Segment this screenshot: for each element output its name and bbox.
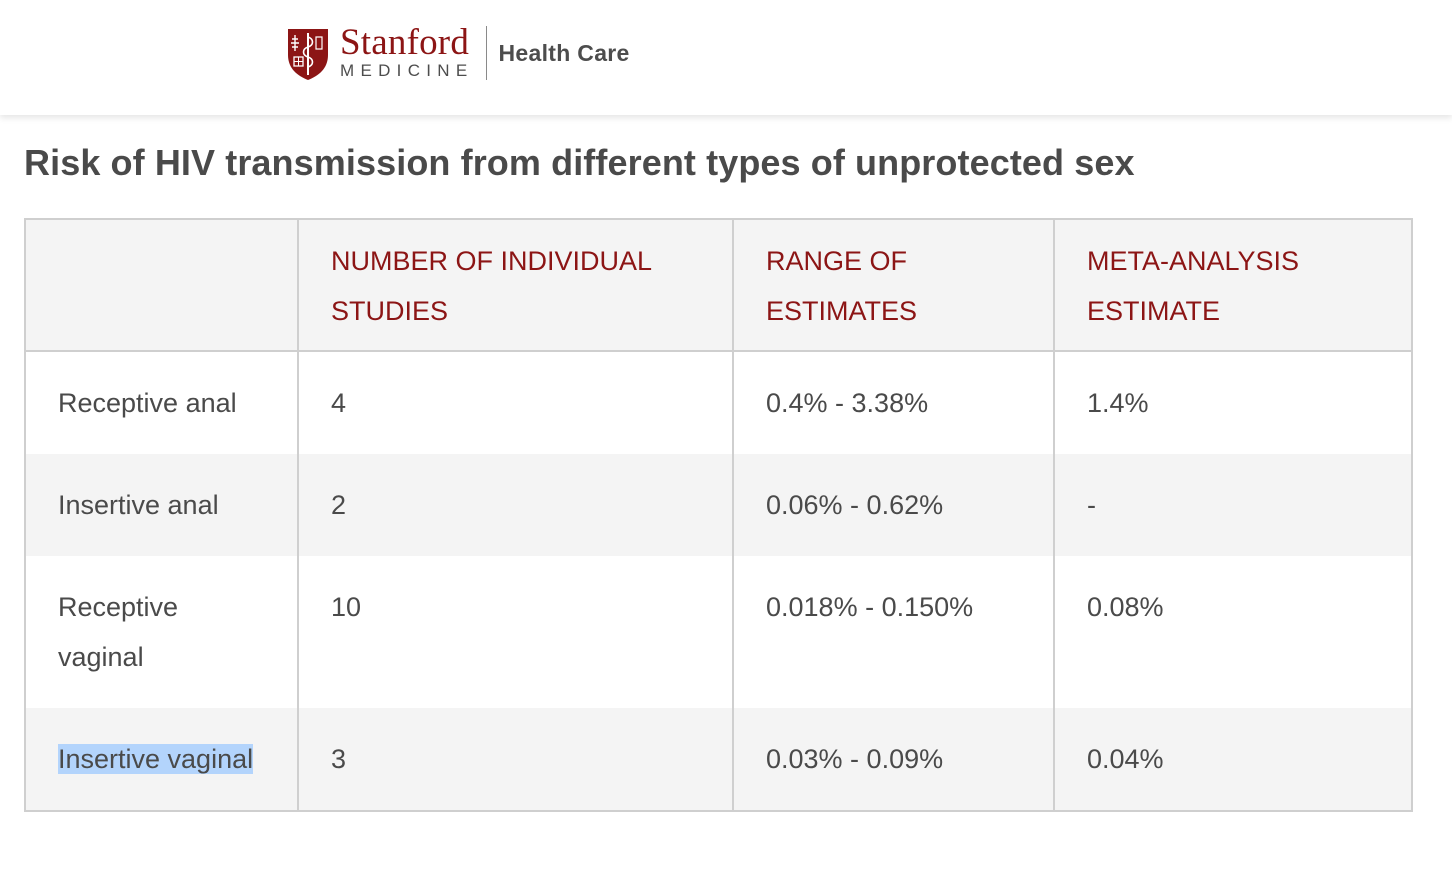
logo-divider <box>485 26 487 80</box>
table-row: Insertive anal 2 0.06% - 0.62% - <box>24 454 1413 556</box>
range-cell: 0.018% - 0.150% <box>732 556 1055 708</box>
row-type-cell: Receptive vaginal <box>24 556 299 708</box>
table-row: Receptive anal 4 0.4% - 3.38% 1.4% <box>24 351 1413 454</box>
brand-medicine: MEDICINE <box>340 61 474 80</box>
header-number-of-studies: NUMBER OF INDIVIDUAL STUDIES <box>297 219 734 352</box>
page-title: Risk of HIV transmission from different … <box>24 142 1135 183</box>
stanford-medicine-logo[interactable]: Stanford MEDICINE Health Care <box>286 24 630 82</box>
studies-cell: 3 <box>297 708 734 811</box>
meta-cell: 0.04% <box>1053 708 1413 811</box>
meta-cell: 0.08% <box>1053 556 1413 708</box>
range-cell: 0.4% - 3.38% <box>732 351 1055 454</box>
wordmark: Stanford MEDICINE <box>340 22 474 81</box>
studies-cell: 4 <box>297 351 734 454</box>
meta-cell: 1.4% <box>1053 351 1413 454</box>
range-cell: 0.06% - 0.62% <box>732 454 1055 556</box>
table-row: Receptive vaginal 10 0.018% - 0.150% 0.0… <box>24 556 1413 708</box>
header-meta-analysis-estimate: META-ANALYSIS ESTIMATE <box>1053 219 1413 352</box>
meta-cell: - <box>1053 454 1413 556</box>
studies-cell: 2 <box>297 454 734 556</box>
hiv-risk-table: NUMBER OF INDIVIDUAL STUDIES RANGE OF ES… <box>24 218 1413 812</box>
stanford-shield-icon <box>288 29 328 80</box>
brand-health-care: Health Care <box>498 39 630 66</box>
selected-text[interactable]: Insertive vaginal <box>58 744 254 774</box>
brand-stanford: Stanford <box>340 22 470 63</box>
table-row: Insertive vaginal 3 0.03% - 0.09% 0.04% <box>24 708 1413 811</box>
studies-cell: 10 <box>297 556 734 708</box>
header-range-of-estimates: RANGE OF ESTIMATES <box>732 219 1055 352</box>
header-cell-empty <box>24 219 299 352</box>
row-type-cell: Receptive anal <box>24 351 299 454</box>
site-header: Stanford MEDICINE Health Care <box>0 0 1452 115</box>
row-type-cell[interactable]: Insertive vaginal <box>24 708 299 811</box>
row-type-cell: Insertive anal <box>24 454 299 556</box>
table-header-row: NUMBER OF INDIVIDUAL STUDIES RANGE OF ES… <box>24 219 1413 352</box>
range-cell: 0.03% - 0.09% <box>732 708 1055 811</box>
